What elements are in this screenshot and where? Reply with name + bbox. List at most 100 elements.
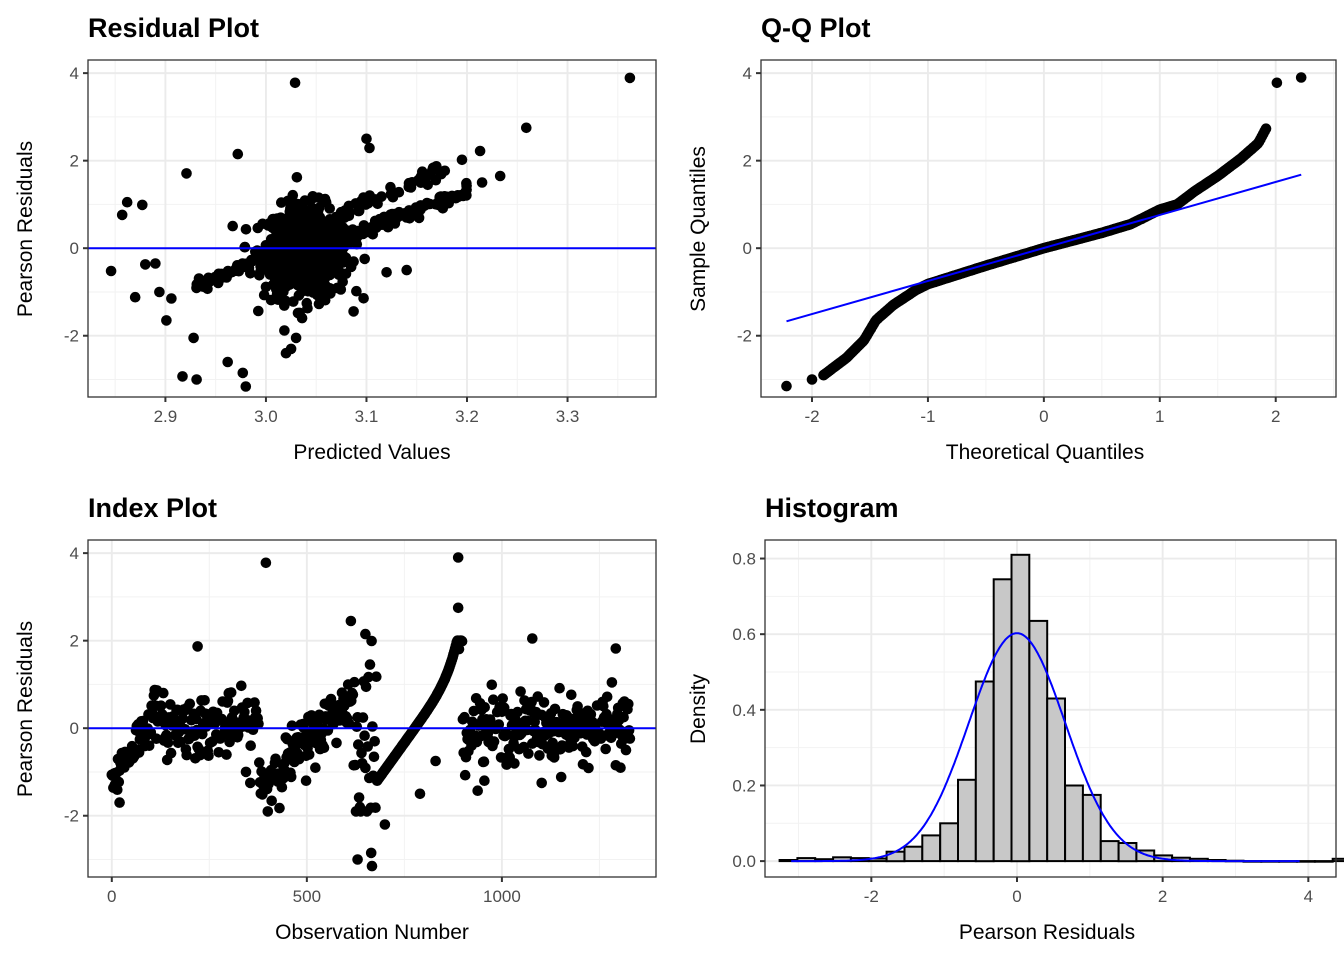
data-point (254, 255, 266, 266)
data-point (222, 356, 233, 368)
data-point (580, 746, 592, 758)
data-point (203, 276, 215, 288)
data-point (460, 186, 471, 198)
data-point (267, 222, 279, 234)
index-x-axis-label: Observation Number (275, 921, 469, 944)
x-tick-label: 0 (107, 887, 116, 906)
data-point (352, 854, 363, 865)
data-point (359, 253, 371, 265)
x-tick-label: 1000 (483, 887, 521, 906)
data-point (459, 769, 471, 781)
data-point (353, 792, 365, 803)
data-point (177, 371, 188, 382)
data-point (137, 199, 148, 211)
data-point (212, 277, 224, 289)
data-point (284, 241, 295, 253)
data-point (371, 671, 382, 682)
data-point (328, 234, 340, 246)
data-point (497, 693, 509, 704)
data-point (331, 737, 342, 749)
data-point (239, 706, 250, 718)
data-point (191, 278, 203, 290)
data-point (113, 776, 125, 788)
data-point (515, 686, 526, 697)
index-plot-panel: Index Plot 0 500 1000 -2 0 2 4 Observation Num… (14, 493, 657, 944)
residual-x-axis-label: Predicted Values (293, 441, 450, 464)
data-point (360, 628, 371, 640)
data-point (523, 748, 534, 759)
histogram-bar (974, 680, 995, 863)
data-point (225, 687, 237, 698)
data-point (456, 636, 468, 647)
data-point (468, 705, 480, 717)
data-point (162, 737, 174, 748)
data-point (270, 753, 281, 765)
y-tick-label: 2 (743, 152, 752, 171)
data-point (549, 703, 561, 715)
data-point (276, 781, 288, 793)
data-point (158, 687, 169, 699)
data-point (452, 552, 464, 563)
data-point (433, 199, 444, 211)
data-point (333, 269, 344, 280)
qq-plot-panel: Q-Q Plot -2 -1 0 1 2 -2 0 2 4 Theoretical Quanti… (687, 13, 1337, 464)
data-point (360, 681, 372, 693)
histogram-frame (764, 539, 1337, 878)
y-tick-label: 0 (70, 719, 79, 738)
data-point (1295, 72, 1307, 83)
histogram-normal-curve (791, 632, 1300, 863)
histogram-bar (885, 850, 906, 863)
histogram-bar (1028, 619, 1049, 863)
y-tick-label: 0.6 (732, 625, 756, 644)
data-point (192, 641, 203, 652)
data-point (357, 712, 369, 723)
residual-plot-points (105, 72, 636, 392)
data-point (272, 294, 284, 306)
data-point (252, 305, 264, 317)
x-tick-label: 3.1 (355, 407, 379, 426)
x-tick-label: 1 (1155, 407, 1164, 426)
x-tick-label: 2.9 (154, 407, 178, 426)
data-point (624, 72, 636, 84)
data-point (317, 247, 329, 259)
data-point (240, 224, 252, 235)
histogram-bar (992, 578, 1013, 863)
y-tick-label: 0 (743, 239, 752, 258)
data-point (364, 142, 375, 154)
qq-plot-title: Q-Q Plot (761, 13, 871, 43)
data-point (431, 161, 442, 172)
x-tick-label: 0 (1039, 407, 1048, 426)
histogram-bar (957, 778, 977, 863)
data-point (412, 209, 424, 221)
data-point (334, 254, 345, 266)
data-point (567, 740, 579, 752)
data-point (266, 795, 278, 807)
data-point (382, 221, 394, 233)
histogram-panel: Histogram -2 0 2 4 0.0 0.2 0.4 0.6 0.8 Pearson R… (687, 493, 1344, 944)
y-tick-label: 0.2 (732, 776, 756, 795)
data-point (806, 374, 818, 385)
data-point (253, 718, 264, 730)
residual-plot-ticks: 2.9 3.0 3.1 3.2 3.3 -2 0 2 4 (64, 64, 579, 426)
data-point (534, 750, 545, 761)
data-point (479, 775, 490, 786)
qq-plot-frame (760, 59, 1337, 398)
data-point (566, 689, 577, 701)
data-point (430, 755, 441, 767)
data-point (359, 730, 370, 741)
data-point (114, 797, 125, 808)
data-point (203, 750, 214, 761)
data-point (253, 270, 265, 281)
data-point (318, 742, 330, 754)
data-point (253, 757, 265, 768)
data-point (313, 192, 325, 203)
data-point (188, 332, 199, 344)
residual-plot-title: Residual Plot (88, 13, 259, 43)
qq-x-axis-label: Theoretical Quantiles (946, 441, 1144, 464)
histogram-bar (939, 822, 960, 863)
x-tick-label: -2 (864, 887, 879, 906)
data-point (155, 700, 167, 711)
data-point (347, 689, 359, 700)
index-plot-points (106, 552, 636, 872)
